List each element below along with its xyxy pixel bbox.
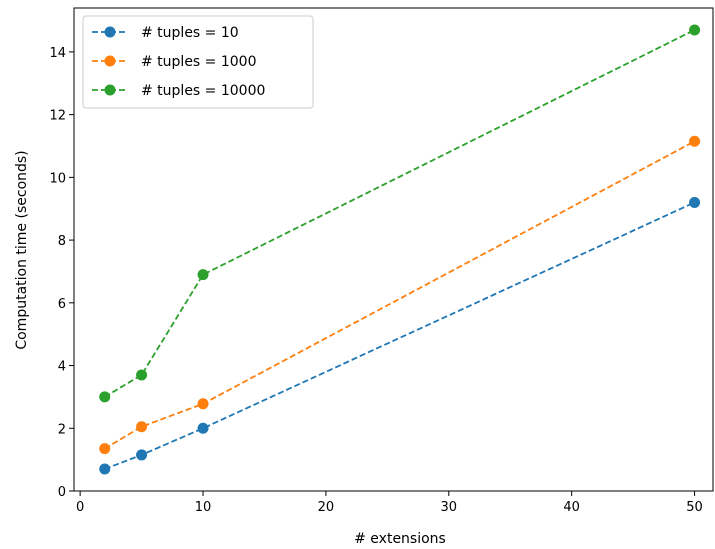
x-tick-label: 50 [686,500,703,515]
y-tick-label: 0 [58,485,66,500]
data-point [136,369,148,381]
plot-frame [73,7,714,492]
data-point [99,463,111,475]
data-point [689,196,701,208]
x-axis: 0 10 20 30 40 50 [76,491,703,515]
series-line [104,140,695,450]
plot-area [99,24,701,475]
data-point [197,422,209,434]
x-tick-label: 10 [195,500,212,515]
x-axis-label: # extensions [354,531,446,547]
y-tick-label: 2 [58,422,66,437]
legend-marker [104,26,116,38]
y-tick-label: 12 [49,109,66,124]
data-point [136,449,148,461]
data-point [689,135,701,147]
series-line [104,201,695,470]
series-2 [99,24,701,403]
y-tick-label: 6 [58,297,66,312]
y-tick-label: 4 [58,360,66,375]
legend-box [82,15,314,109]
data-point [197,269,209,281]
y-axis: 0 2 4 6 8 10 12 14 [49,46,74,500]
legend-entry: # tuples = 10000 [92,83,265,99]
legend-marker [104,84,116,96]
y-tick-label: 8 [58,234,66,249]
legend-entry: # tuples = 10 [92,25,239,41]
y-axis-label: Computation time (seconds) [14,150,30,349]
data-point [136,421,148,433]
data-point [689,24,701,36]
x-tick-label: 40 [563,500,580,515]
data-point [99,391,111,403]
legend: # tuples = 10 # tuples = 1000 # tuples = 1… [82,15,314,109]
x-tick-label: 0 [76,500,84,515]
series-1 [99,135,701,455]
legend-entry: # tuples = 1000 [92,54,257,70]
legend-label: # tuples = 10 [141,25,239,41]
legend-label: # tuples = 1000 [141,54,257,70]
series-0 [99,196,701,475]
series-line [104,29,695,398]
legend-marker [104,55,116,67]
data-point [197,398,209,410]
y-tick-label: 14 [49,46,66,61]
x-tick-label: 30 [441,500,458,515]
legend-label: # tuples = 10000 [141,83,265,99]
x-tick-label: 20 [318,500,335,515]
data-point [99,443,111,455]
y-tick-label: 10 [49,171,66,186]
